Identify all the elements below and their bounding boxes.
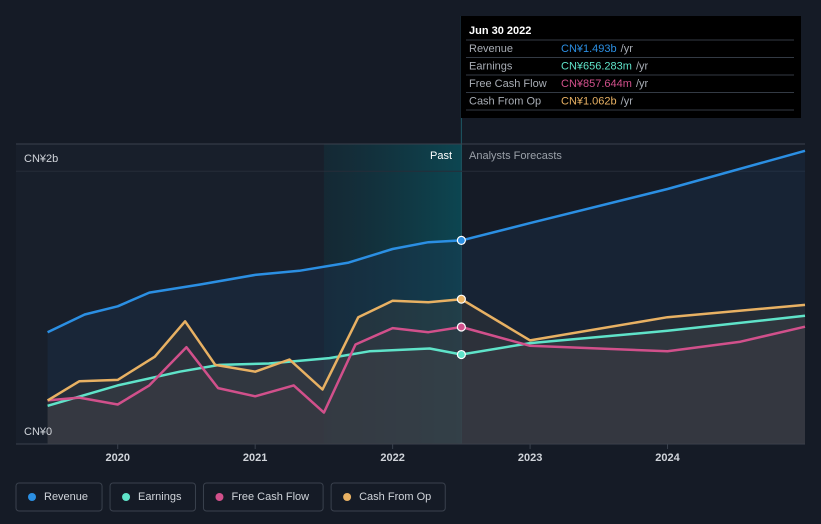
y-tick-label: CN¥0 — [24, 426, 52, 438]
x-tick-label: 2020 — [105, 452, 129, 464]
x-tick-label: 2023 — [518, 452, 542, 464]
legend-label: Cash From Op — [359, 491, 431, 503]
series-area — [47, 150, 806, 445]
tooltip-title: Jun 30 2022 — [469, 25, 531, 37]
tooltip-unit: /yr — [621, 43, 634, 55]
forecast-label: Analysts Forecasts — [469, 150, 562, 162]
hover-dot — [456, 294, 466, 304]
past-label: Past — [430, 150, 452, 162]
series-line — [47, 325, 806, 414]
tooltip-label: Cash From Op — [469, 95, 541, 107]
legend-box — [109, 482, 196, 512]
legend-item[interactable]: Revenue — [15, 482, 103, 512]
legend-item[interactable]: Cash From Op — [330, 482, 446, 512]
legend-box — [202, 482, 324, 512]
x-tick-label: 2021 — [243, 452, 267, 464]
hover-dot — [456, 322, 466, 332]
hover-dot — [456, 235, 466, 246]
legend-swatch — [28, 493, 36, 501]
legend-swatch — [122, 493, 131, 501]
past-highlight — [323, 144, 462, 444]
series-area — [47, 326, 806, 444]
tooltip-label: Revenue — [469, 43, 513, 55]
tooltip-value: CN¥1.493b — [561, 43, 617, 55]
series-line — [47, 149, 806, 334]
x-tick-label: 2024 — [655, 452, 680, 464]
tooltip-label: Earnings — [469, 60, 513, 72]
series-area — [47, 315, 806, 444]
tooltip-unit: /yr — [636, 60, 649, 72]
legend-swatch — [215, 493, 224, 501]
series-line — [46, 297, 806, 402]
tooltip-unit: /yr — [636, 78, 649, 90]
tooltip-value: CN¥656.283m — [561, 60, 632, 72]
legend-label: Revenue — [44, 491, 88, 503]
tooltip-value: CN¥857.644m — [561, 78, 632, 90]
tooltip-label: Free Cash Flow — [469, 78, 547, 90]
legend-label: Earnings — [138, 491, 182, 503]
tooltip-unit: /yr — [621, 95, 634, 107]
y-tick-label: CN¥2b — [24, 153, 58, 165]
tooltip-value: CN¥1.062b — [561, 95, 617, 107]
legend-box — [330, 482, 446, 512]
legend-label: Free Cash Flow — [231, 491, 309, 503]
legend-item[interactable]: Earnings — [109, 482, 196, 512]
legend-box — [15, 482, 103, 512]
legend-swatch — [343, 493, 352, 501]
hover-dot — [456, 349, 466, 360]
series-line — [47, 314, 806, 408]
x-tick-label: 2022 — [380, 452, 404, 464]
tooltip-box — [461, 16, 801, 118]
legend-item[interactable]: Free Cash Flow — [202, 482, 324, 512]
